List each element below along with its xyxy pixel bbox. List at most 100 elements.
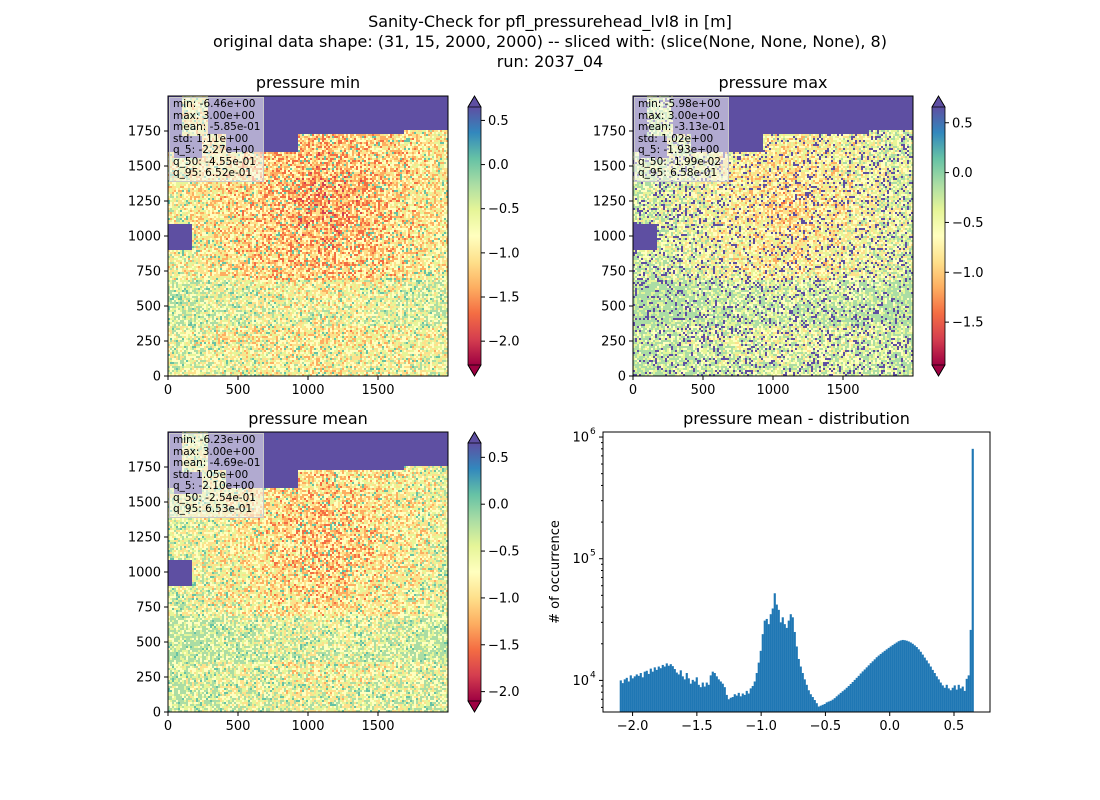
histogram-bar (875, 657, 878, 712)
histogram-bar (935, 676, 938, 712)
histogram-bar (927, 663, 930, 712)
histogram-bar (741, 693, 744, 712)
histogram-bar (751, 685, 754, 712)
histogram-bar (653, 667, 656, 712)
y-tick-label-2-5: 1250 (128, 531, 161, 546)
y-tick-label-1-4: 1000 (593, 230, 626, 245)
y-tick-label-1-0: 0 (618, 370, 626, 385)
histogram-bar (675, 672, 678, 712)
panel-title-3: pressure mean - distribution (683, 409, 910, 428)
histogram-bar (945, 684, 948, 712)
histogram-bar (647, 673, 650, 712)
histogram-bar (831, 699, 834, 712)
stats-line: q_5: -1.93e+00 (638, 144, 720, 156)
histogram-bar (937, 679, 940, 712)
colorbar-tick-label-2-4: −1.5 (488, 638, 520, 653)
histogram-bar (899, 640, 902, 712)
histogram-bar (885, 649, 888, 712)
hist-y-tick-exponent-2: 6 (590, 427, 596, 437)
colorbar-extend-top-1 (931, 95, 946, 108)
colorbar-extend-bottom-2 (467, 700, 482, 713)
hist-y-axis-label: # of occurrence (548, 520, 563, 624)
histogram-bar (695, 677, 698, 712)
histogram-bar (923, 657, 926, 712)
colorbar-tick-label-0-5: −2.0 (488, 335, 520, 350)
hist-y-tick-exponent-0: 4 (590, 670, 596, 680)
histogram-bar (711, 671, 714, 712)
hist-y-tick-label-2: 10 (572, 431, 589, 446)
histogram-bar (753, 681, 756, 712)
histogram-bar (761, 634, 764, 712)
hist-x-tick-label-5: 0.5 (944, 719, 965, 734)
histogram-bar (673, 669, 676, 712)
histogram-bar (779, 622, 782, 712)
histogram-bar (867, 665, 870, 712)
histogram-bar (635, 674, 638, 712)
x-tick-label-2-0: 0 (164, 719, 172, 734)
colorbar-outline-1 (931, 95, 946, 377)
suptitle-line-2: original data shape: (31, 15, 2000, 2000… (213, 32, 887, 51)
histogram-bar (871, 661, 874, 712)
histogram-bar (663, 666, 666, 712)
stats-line: mean: -4.69e-01 (173, 457, 261, 469)
stats-line: max: 3.00e+00 (173, 109, 255, 122)
stats-line: q_95: 6.58e-01 (638, 167, 718, 179)
histogram-bar (957, 684, 960, 712)
histogram-bar (703, 686, 706, 712)
histogram-bar (919, 651, 922, 712)
suptitle-line-3: run: 2037_04 (496, 52, 604, 71)
y-tick-label-1-6: 1500 (593, 160, 626, 175)
hist-y-tick-label-1: 10 (572, 552, 589, 567)
histogram-bar (837, 694, 840, 712)
histogram-bar (793, 631, 796, 712)
histogram-bar (873, 659, 876, 712)
y-tick-label-2-2: 500 (136, 636, 161, 651)
y-tick-label-1-1: 250 (601, 335, 626, 350)
stats-line: min: -5.98e+00 (638, 98, 721, 110)
colorbar-tick-label-1-1: 0.0 (952, 166, 973, 181)
histogram-bar (893, 643, 896, 712)
histogram-bar (631, 678, 634, 712)
histogram-bar (745, 690, 748, 712)
stats-line: std: 1.02e+00 (638, 132, 714, 145)
y-tick-label-2-6: 1500 (128, 496, 161, 511)
histogram-bar (895, 642, 898, 712)
histogram-bar (659, 668, 662, 712)
colorbar-2 (468, 443, 481, 701)
histogram-bar (815, 703, 818, 712)
histogram-bar (773, 593, 776, 712)
histogram-bar (807, 690, 810, 712)
histogram-bar (691, 679, 694, 712)
histogram-bar (791, 617, 794, 712)
histogram-bar (747, 693, 750, 712)
histogram-bar (633, 676, 636, 712)
histogram-bar (629, 675, 632, 712)
y-tick-label-0-2: 500 (136, 300, 161, 315)
histogram-bar (917, 649, 920, 712)
histogram-bar (905, 640, 908, 712)
histogram-bar (787, 620, 790, 712)
y-tick-label-0-1: 250 (136, 335, 161, 350)
histogram-bar (769, 614, 772, 712)
stats-line: std: 1.05e+00 (173, 468, 249, 481)
colorbar-tick-label-0-1: 0.0 (488, 158, 509, 173)
histogram-bar (755, 673, 758, 712)
histogram-bar (897, 641, 900, 712)
colorbar-extend-bottom-0 (467, 364, 482, 377)
histogram-bar (645, 670, 648, 712)
histogram-bar (715, 676, 718, 712)
histogram-bar (707, 684, 710, 712)
histogram-bar (693, 681, 696, 712)
histogram-bar (623, 679, 626, 712)
colorbar-tick-label-0-3: −1.0 (488, 246, 520, 261)
x-tick-label-0-1: 500 (226, 383, 251, 398)
histogram-bar (891, 645, 894, 712)
y-tick-label-0-0: 0 (153, 370, 161, 385)
panel-title-1: pressure max (718, 73, 827, 92)
histogram-bar (825, 702, 828, 712)
histogram-bar (667, 665, 670, 712)
stats-line: q_50: -4.55e-01 (173, 155, 256, 168)
hist-y-tick-exponent-1: 5 (590, 549, 596, 559)
histogram-bar (933, 673, 936, 712)
histogram-bar (625, 677, 628, 712)
